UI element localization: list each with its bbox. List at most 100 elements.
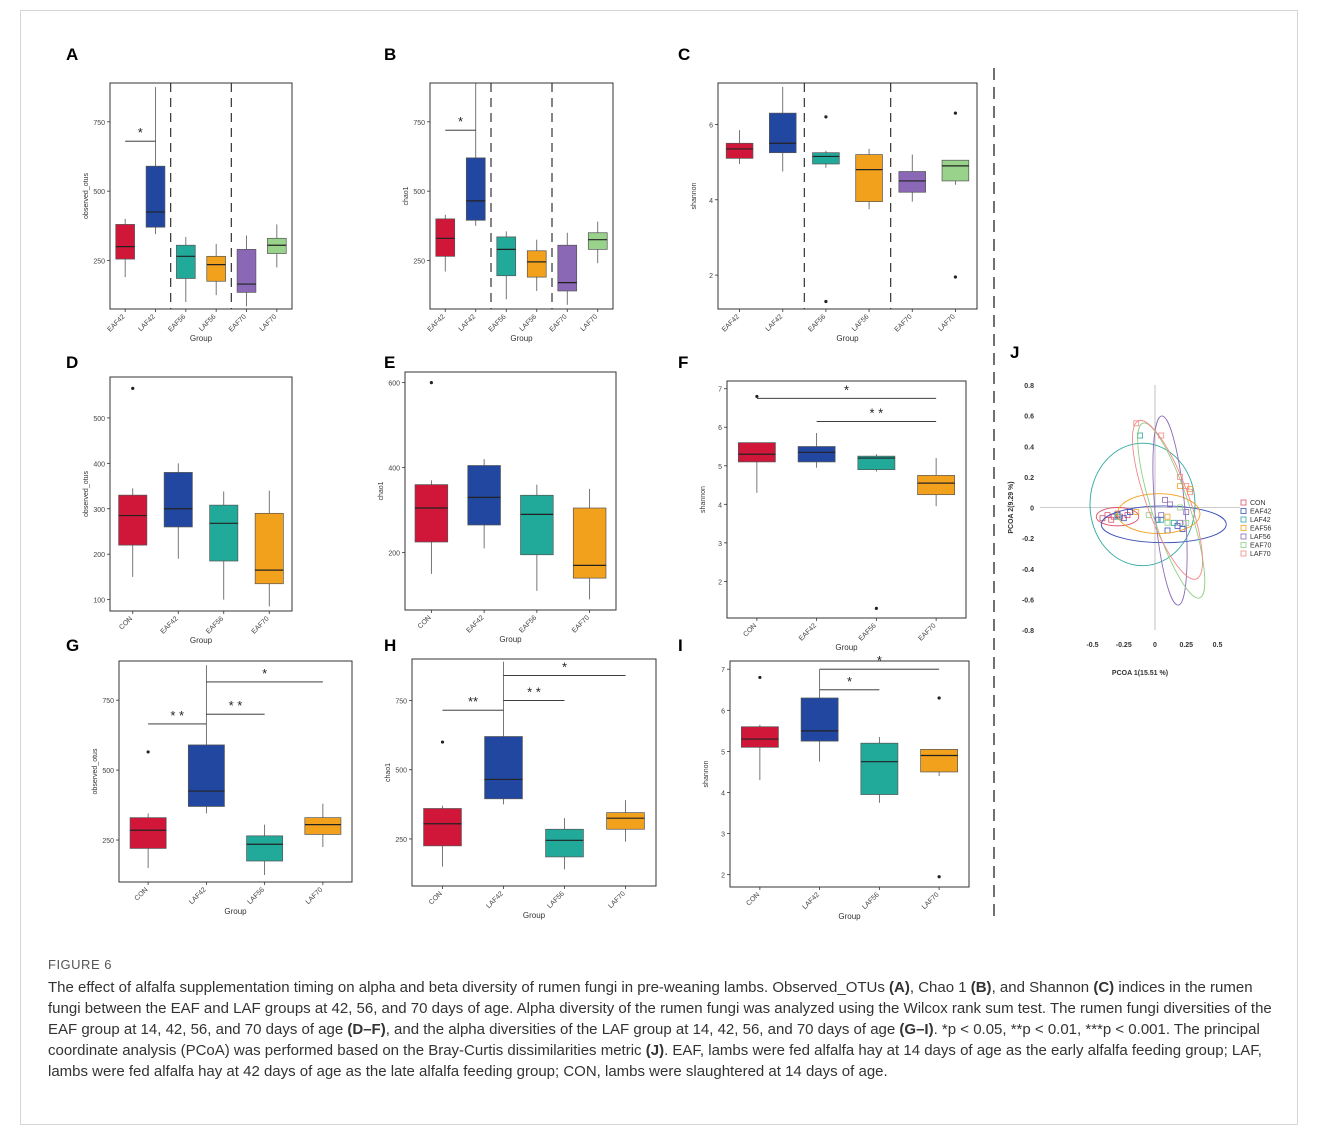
legend-label: LAF70: [1250, 551, 1271, 558]
outlier-point: [953, 111, 958, 115]
box-eaf70: [898, 154, 926, 202]
box-body: [800, 697, 839, 742]
y-tick-label: 750: [102, 698, 114, 705]
significance-label: *: [138, 125, 143, 140]
box-laf56: [206, 243, 226, 296]
y-tick-label: 250: [93, 258, 105, 265]
y-tick-label: 3: [721, 832, 725, 839]
confidence-ellipse: [1095, 507, 1140, 527]
sample-point: [1183, 483, 1190, 489]
box-body: [741, 726, 779, 748]
outlier-point: [758, 675, 762, 680]
outlier-point: [937, 875, 941, 879]
significance-label: *: [877, 653, 882, 668]
box-eaf70: [557, 232, 578, 305]
x-tick-label: LAF70: [921, 891, 941, 911]
y-tick-label: -0.8: [1022, 628, 1034, 635]
y-tick-label: 7: [718, 387, 722, 394]
y-tick-label: 250: [395, 837, 407, 844]
y-tick-label: -0.2: [1022, 536, 1034, 543]
sample-point: [1110, 513, 1117, 520]
box-body: [145, 165, 166, 228]
box-body: [206, 255, 226, 282]
box-body: [526, 250, 547, 278]
box-body: [606, 812, 645, 830]
box-body: [435, 218, 456, 257]
sample-point: [1177, 473, 1183, 480]
y-axis-label: shannon: [700, 486, 707, 513]
figure-label: FIGURE 6: [48, 957, 112, 972]
y-tick-label: 0.6: [1024, 414, 1034, 421]
significance-label: * *: [229, 698, 243, 713]
significance-label: * *: [870, 405, 884, 420]
box-body: [115, 224, 135, 260]
legend-label: CON: [1250, 500, 1266, 507]
box-body: [467, 465, 501, 526]
legend-marker: [1240, 508, 1247, 514]
legend-marker: [1240, 499, 1247, 506]
box-con: [423, 805, 462, 867]
legend-marker: [1240, 550, 1247, 557]
x-tick-label: LAF42: [458, 313, 478, 333]
y-axis-label: PCOA 2(9.29 %): [1008, 481, 1015, 533]
significance-label: * *: [170, 708, 184, 723]
box-body: [857, 455, 896, 470]
box-laf42: [800, 669, 839, 762]
confidence-ellipse: [1100, 505, 1227, 544]
y-tick-label: 0.8: [1024, 383, 1034, 390]
x-tick-label: LAF70: [259, 313, 279, 333]
x-tick-label: EAF56: [518, 614, 538, 634]
box-con: [129, 813, 167, 869]
outlier-point: [440, 740, 445, 744]
box-body: [917, 475, 955, 496]
y-tick-label: 250: [413, 258, 425, 265]
legend-marker: [1240, 525, 1247, 531]
box-body: [267, 237, 287, 254]
x-tick-label: EAF70: [571, 614, 591, 634]
y-axis-label: observed_otus: [83, 471, 90, 517]
significance-label: *: [458, 114, 463, 129]
panel-label: J: [1010, 343, 1019, 362]
box-body: [423, 808, 462, 847]
group-laf42: [1089, 432, 1196, 567]
box-body: [414, 484, 449, 543]
caption-ref-gi: (G–I): [899, 1021, 934, 1038]
sample-point: [1120, 515, 1127, 522]
box-eaf42: [797, 433, 836, 468]
confidence-ellipse: [1137, 422, 1206, 599]
x-tick-label: LAF42: [137, 313, 157, 333]
box-body: [812, 152, 840, 165]
y-tick-label: 750: [395, 699, 407, 706]
sample-point: [1133, 420, 1140, 427]
sample-point: [1164, 519, 1171, 526]
box-eaf56: [812, 150, 840, 168]
y-tick-label: 4: [721, 790, 725, 797]
x-tick-label: EAF42: [160, 615, 180, 635]
box-laf56: [526, 239, 547, 291]
panel-g: G 250 500 750 * * * * * CON LAF42 LAF56 LAF70 Group…: [66, 636, 353, 916]
x-tick-label: EAF56: [167, 313, 187, 333]
y-tick-label: 5: [718, 464, 722, 471]
box-body: [254, 512, 284, 585]
box-eaf70: [917, 458, 955, 507]
outlier-point: [824, 115, 828, 119]
x-tick-label: EAF56: [205, 615, 225, 635]
box-body: [187, 744, 225, 807]
panel-label: B: [384, 45, 396, 64]
box-eaf70: [254, 490, 284, 607]
box-body: [496, 236, 517, 277]
sample-point: [1183, 519, 1190, 526]
box-body: [209, 504, 239, 562]
caption-ref-c: (C): [1093, 979, 1115, 996]
legend-label: EAF56: [1250, 526, 1272, 533]
box-body: [898, 171, 926, 193]
x-tick-label: EAF70: [549, 313, 569, 333]
x-axis-label: PCOA 1(15.51 %): [1112, 670, 1168, 677]
sample-point: [1145, 512, 1152, 519]
box-con: [738, 442, 776, 493]
box-body: [797, 446, 836, 463]
outlier-point: [953, 275, 958, 279]
outlier-point: [824, 299, 828, 304]
y-tick-label: 5: [721, 749, 725, 756]
